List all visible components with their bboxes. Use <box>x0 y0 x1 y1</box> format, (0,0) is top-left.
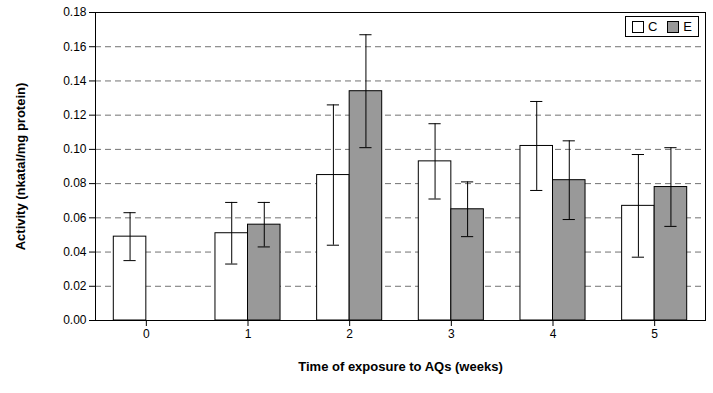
svg-text:4: 4 <box>550 327 557 341</box>
svg-text:3: 3 <box>448 327 455 341</box>
svg-text:0.12: 0.12 <box>63 108 87 122</box>
svg-text:Time of exposure to AQs (weeks: Time of exposure to AQs (weeks) <box>298 359 502 374</box>
svg-text:Activity (nkatal/mg protein): Activity (nkatal/mg protein) <box>13 83 28 251</box>
svg-text:0.04: 0.04 <box>63 245 87 259</box>
svg-text:0.02: 0.02 <box>63 279 87 293</box>
svg-text:0.08: 0.08 <box>63 176 87 190</box>
svg-text:0.06: 0.06 <box>63 211 87 225</box>
svg-text:1: 1 <box>245 327 252 341</box>
svg-text:0.00: 0.00 <box>63 313 87 327</box>
svg-text:0: 0 <box>143 327 150 341</box>
html-text:E: E <box>683 19 692 34</box>
svg-text:5: 5 <box>651 327 658 341</box>
svg-text:0.10: 0.10 <box>63 142 87 156</box>
svg-text:0.18: 0.18 <box>63 5 87 19</box>
svg-text:0.14: 0.14 <box>63 74 87 88</box>
svg-text:0.16: 0.16 <box>63 40 87 54</box>
html-text:C: C <box>647 19 658 34</box>
svg-text:2: 2 <box>346 327 353 341</box>
